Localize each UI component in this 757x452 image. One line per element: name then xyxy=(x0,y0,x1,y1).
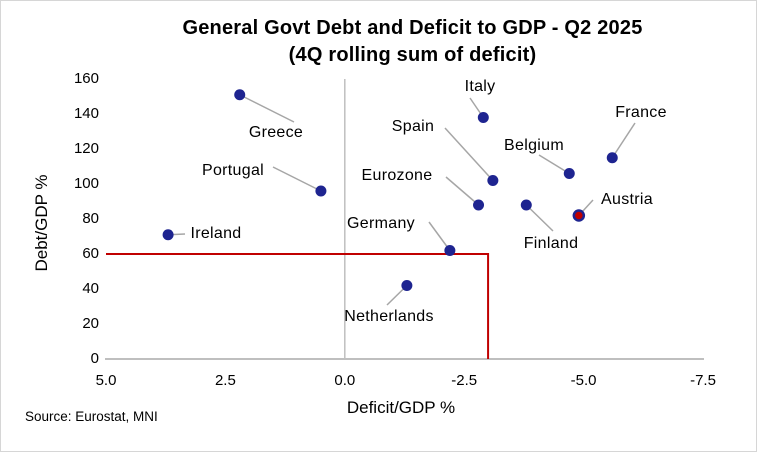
point-label-france: France xyxy=(615,104,667,121)
point-label-italy: Italy xyxy=(464,78,496,95)
y-tick-label: 0 xyxy=(90,350,99,367)
point-label-eurozone: Eurozone xyxy=(361,167,433,184)
point-label-finland: Finland xyxy=(523,235,579,252)
leader-line-finland xyxy=(525,204,554,232)
data-point-france xyxy=(606,152,618,164)
data-point-austria xyxy=(572,209,586,222)
x-tick-label: -2.5 xyxy=(451,372,478,389)
source-note: Source: Eurostat, MNI xyxy=(25,409,158,424)
chart-subtitle: (4Q rolling sum of deficit) xyxy=(288,44,537,66)
leader-line-germany xyxy=(428,221,451,251)
point-label-greece: Greece xyxy=(248,124,304,141)
data-point-portugal xyxy=(315,185,327,197)
x-tick-label: -7.5 xyxy=(690,372,716,389)
y-tick-label: 160 xyxy=(73,70,99,87)
x-tick-label: 2.5 xyxy=(214,372,236,389)
data-point-spain xyxy=(487,175,499,186)
y-tick-label: 40 xyxy=(82,280,99,297)
point-label-netherlands: Netherlands xyxy=(344,308,434,325)
data-point-eurozone xyxy=(473,199,485,211)
leader-line-greece xyxy=(239,94,295,123)
x-tick-label: 5.0 xyxy=(95,372,117,389)
y-tick-label: 60 xyxy=(82,245,99,262)
data-point-finland xyxy=(520,199,532,211)
point-label-austria: Austria xyxy=(601,191,653,208)
x-tick-label: -5.0 xyxy=(570,372,597,389)
point-label-belgium: Belgium xyxy=(504,137,564,154)
leader-line-belgium xyxy=(538,154,570,175)
y-tick-label: 20 xyxy=(82,315,99,332)
maastricht-threshold-lines xyxy=(106,253,490,359)
data-point-netherlands xyxy=(401,280,413,291)
leader-line-eurozone xyxy=(445,176,480,206)
y-tick-label: 100 xyxy=(73,175,99,192)
data-point-ireland xyxy=(162,229,174,241)
point-label-ireland: Ireland xyxy=(190,225,242,242)
x-tick-label: 0.0 xyxy=(334,372,356,389)
leader-line-france xyxy=(611,122,636,159)
chart-title: General Govt Debt and Deficit to GDP - Q… xyxy=(182,17,643,39)
data-point-belgium xyxy=(563,168,575,179)
y-tick-label: 140 xyxy=(73,105,99,122)
data-point-germany xyxy=(444,245,456,256)
y-tick-label: 120 xyxy=(73,140,99,157)
leader-line-portugal xyxy=(272,166,322,192)
point-label-germany: Germany xyxy=(347,215,415,232)
point-label-portugal: Portugal xyxy=(202,162,264,179)
data-point-italy xyxy=(477,112,489,123)
leader-line-spain xyxy=(444,127,494,182)
y-tick-label: 80 xyxy=(82,210,99,227)
data-point-greece xyxy=(234,89,246,101)
x-axis-title: Deficit/GDP % xyxy=(346,398,456,417)
point-label-spain: Spain xyxy=(391,118,435,135)
